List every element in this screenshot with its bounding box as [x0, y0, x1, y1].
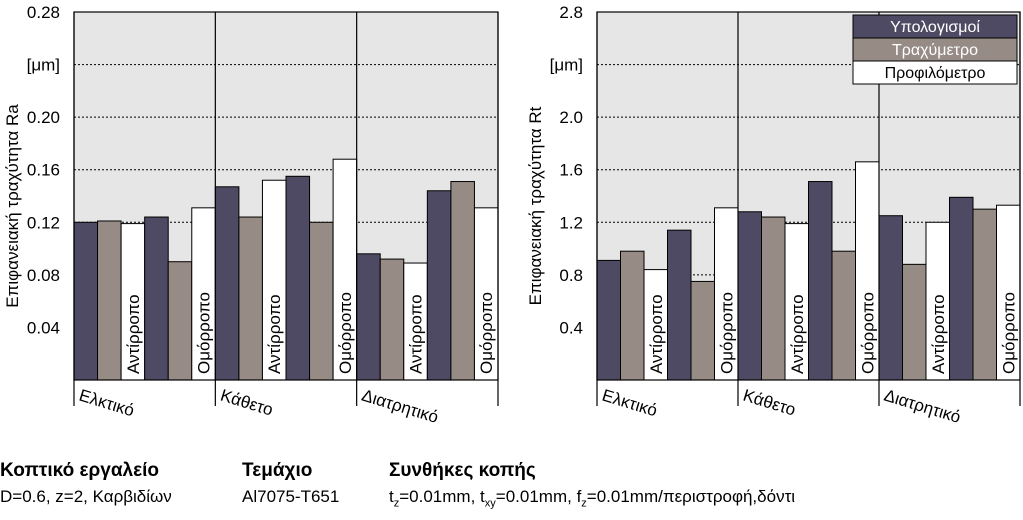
y-tick-label: 0.08 [27, 266, 60, 285]
conditions-title: Συνθήκες κοπής [389, 460, 536, 481]
y-tick-label: 0.4 [559, 318, 583, 337]
y-unit-label: [μm] [27, 56, 60, 75]
bar-calc [878, 215, 903, 381]
chart-rt: 0.4 0.8 1.2 1.6 2.0 2.8 [μm] Επιφανειακή τραχύτ… [526, 3, 1021, 427]
y-tick-label: 2.0 [559, 108, 583, 127]
cutting-conditions: Συνθήκες κοπής tz=0.01mm, txy=0.01mm, fz… [389, 458, 795, 516]
subgroup-label: Ομόρροπο [477, 292, 496, 374]
bar-rough [831, 250, 856, 381]
group-label: Διατρητικό [882, 386, 963, 427]
bar-rough [97, 220, 122, 381]
bar-rough [902, 263, 927, 381]
legend-swatch [852, 60, 1018, 85]
bar-calc [808, 181, 833, 381]
bar-rough [761, 216, 786, 381]
bar-calc [356, 253, 381, 381]
part-desc: Al7075-T651 [242, 487, 340, 506]
subgroup-label: Αντίρροπο [788, 294, 807, 374]
bar-calc [667, 229, 692, 381]
bar-calc [144, 216, 169, 381]
y-tick-label: 0.28 [27, 3, 60, 22]
bar-rough [450, 181, 475, 381]
subgroup-label: Αντίρροπο [265, 294, 284, 374]
bar-rough [620, 250, 645, 381]
legend: Υπολογισμοί Τραχύμετρο Προφιλόμετρο [852, 14, 1018, 85]
tool-title: Κοπτικό εργαλείο [0, 460, 160, 481]
y-axis-label: Επιφανειακή τραχύτητα Rt [526, 106, 545, 305]
subgroup-label: Ομόρροπο [195, 292, 214, 374]
subgroup-label: Ομόρροπο [717, 292, 736, 374]
legend-item: Τραχύμετρο [892, 42, 978, 59]
subgroup-label: Ομόρροπο [336, 292, 355, 374]
y-tick-label: 1.6 [559, 161, 583, 180]
y-tick-label: 0.8 [559, 266, 583, 285]
footer: Κοπτικό εργαλείο D=0.6, z=2, Καρβιδίων Τ… [0, 458, 1023, 520]
bar-calc [426, 190, 452, 381]
bar-rough [238, 216, 263, 381]
bar-calc [949, 196, 974, 381]
bar-rough [309, 221, 334, 381]
tool-info: Κοπτικό εργαλείο D=0.6, z=2, Καρβιδίων [0, 458, 172, 510]
y-tick-label: 0.20 [27, 108, 60, 127]
bar-calc [737, 211, 762, 381]
group-label: Ελκτικό [77, 386, 137, 421]
bar-rough [167, 261, 193, 381]
group-label: Ελκτικό [600, 386, 660, 421]
bar-calc [73, 221, 99, 381]
y-tick-label: 0.12 [27, 213, 60, 232]
y-axis-label: Επιφανειακή τραχύτητα Ra [3, 104, 22, 308]
legend-item: Προφιλόμετρο [885, 65, 986, 82]
y-tick-label: 0.04 [27, 318, 60, 337]
group-label: Κάθετο [218, 386, 275, 420]
chart-ra: 0.04 0.08 0.12 0.16 0.20 0.28 [μm] Επιφανειακή … [3, 3, 499, 427]
part-title: Τεμάχιο [242, 460, 313, 481]
group-label: Κάθετο [741, 386, 798, 420]
subgroup-label: Αντίρροπο [124, 294, 143, 374]
y-unit-label: [μm] [550, 56, 583, 75]
subgroup-label: Ομόρροπο [999, 292, 1018, 374]
bar-calc [596, 259, 621, 381]
legend-item: Υπολογισμοί [890, 19, 980, 36]
y-tick-label: 1.2 [559, 213, 583, 232]
subgroup-label: Αντίρροπο [647, 294, 666, 374]
subgroup-label: Ομόρροπο [858, 292, 877, 374]
conditions-desc: tz=0.01mm, txy=0.01mm, fz=0.01mm/περιστρ… [389, 487, 796, 510]
bar-rough [972, 208, 997, 381]
bar-rough [690, 280, 715, 381]
subgroup-label: Αντίρροπο [407, 294, 426, 374]
tool-desc: D=0.6, z=2, Καρβιδίων [0, 487, 172, 506]
part-info: Τεμάχιο Al7075-T651 [242, 458, 339, 510]
charts-canvas: 0.04 0.08 0.12 0.16 0.20 0.28 [μm] Επιφανειακή … [3, 3, 1021, 427]
subgroup-label: Αντίρροπο [929, 294, 948, 374]
bar-calc [285, 175, 311, 381]
y-tick-label: 2.8 [559, 3, 583, 22]
group-label: Διατρητικό [359, 386, 440, 427]
y-tick-label: 0.16 [27, 161, 60, 180]
bar-rough [379, 258, 405, 381]
bar-calc [214, 186, 240, 381]
